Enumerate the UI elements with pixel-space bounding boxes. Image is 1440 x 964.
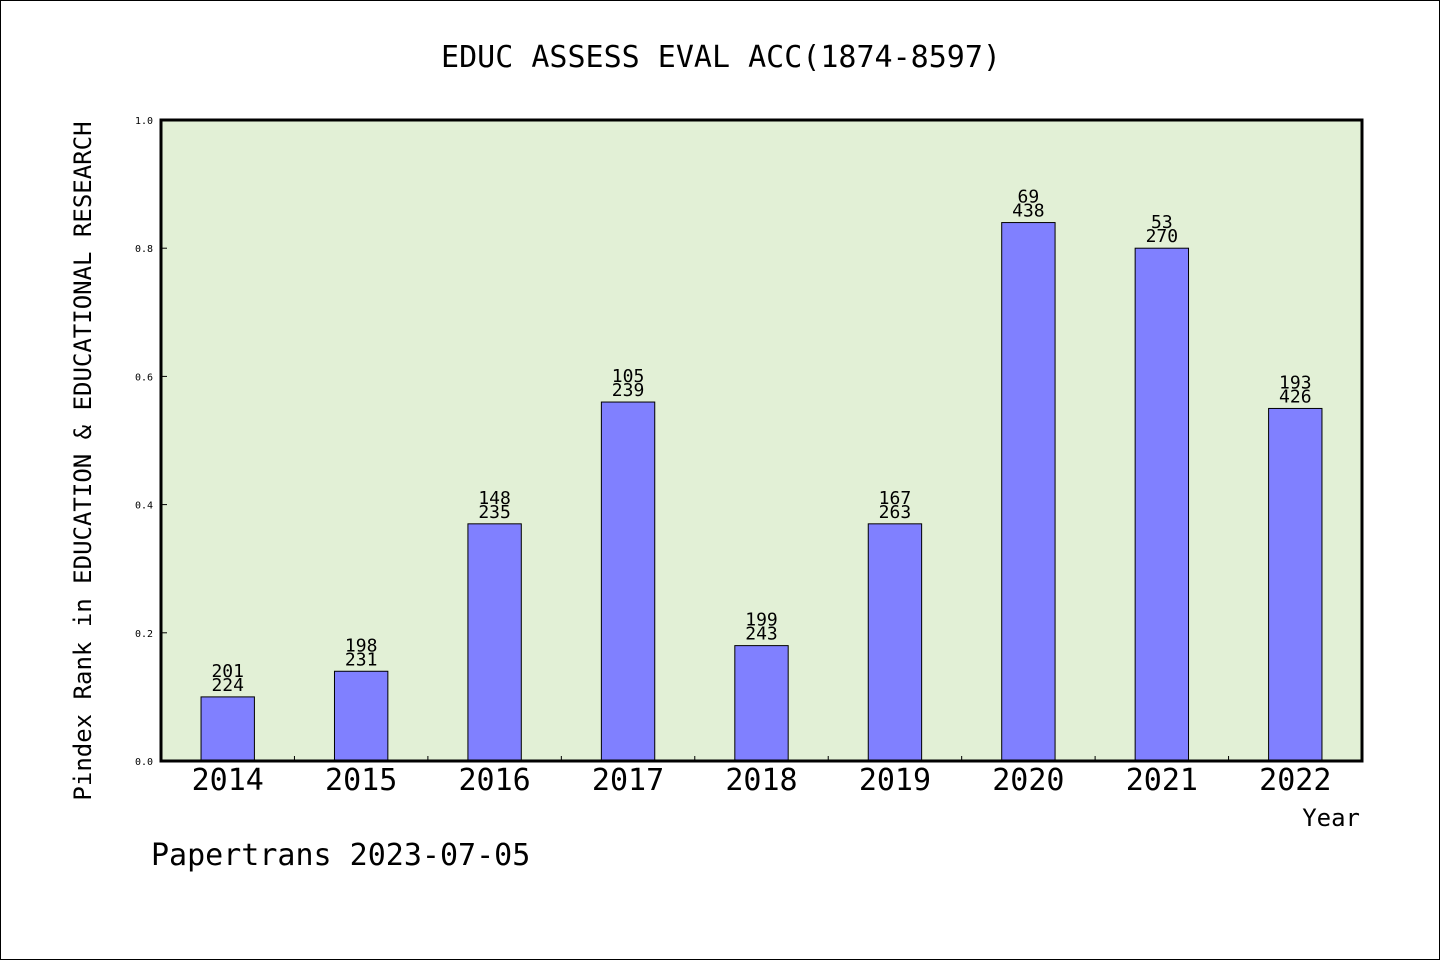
y-tick-label: 0.0 xyxy=(135,757,153,768)
x-axis-label: Year xyxy=(1302,804,1360,832)
x-tick-label: 2022 xyxy=(1259,763,1331,798)
bar-total-label: 438 xyxy=(1012,201,1045,222)
bar-total-label: 239 xyxy=(612,380,645,401)
x-tick-label: 2021 xyxy=(1126,763,1198,798)
chart-title: EDUC ASSESS EVAL ACC(1874-8597) xyxy=(441,40,1001,75)
y-axis-label: Pindex Rank in EDUCATION & EDUCATIONAL R… xyxy=(69,121,97,800)
footer-credit: Papertrans 2023-07-05 xyxy=(151,838,530,873)
bar-total-label: 235 xyxy=(478,502,511,523)
x-tick-label: 2016 xyxy=(458,763,530,798)
bar-rank-label: 167 xyxy=(879,488,912,509)
bar-2021 xyxy=(1134,247,1190,762)
x-tick-label: 2019 xyxy=(859,763,931,798)
y-tick-label: 0.2 xyxy=(135,629,153,640)
bar-total-label: 426 xyxy=(1279,386,1312,407)
bar-total-label: 243 xyxy=(745,624,778,645)
bar-2020 xyxy=(1001,222,1056,762)
bar-2016 xyxy=(467,523,522,762)
bar-total-label: 270 xyxy=(1146,226,1179,247)
y-tick-label: 0.4 xyxy=(135,501,153,512)
x-tick-label: 2018 xyxy=(725,763,797,798)
bar-rank-label: 201 xyxy=(211,661,244,682)
bar-rank-label: 198 xyxy=(345,635,378,656)
bar-total-label: 224 xyxy=(211,675,244,696)
y-tick-label: 1.0 xyxy=(135,116,153,127)
x-tick-label: 2017 xyxy=(592,763,664,798)
x-tick-label: 2014 xyxy=(192,763,264,798)
bar-2018 xyxy=(734,645,789,762)
bar-2022 xyxy=(1268,407,1323,762)
y-tick-label: 0.8 xyxy=(135,244,153,255)
plot-border xyxy=(159,118,1364,763)
bar-rank-label: 199 xyxy=(745,610,778,631)
bar-total-label: 263 xyxy=(879,502,912,523)
bar-rank-label: 193 xyxy=(1279,372,1312,393)
bar-rank-label: 53 xyxy=(1151,212,1173,233)
x-tick-label: 2015 xyxy=(325,763,397,798)
y-axis: 0.0 0.2 0.4 0.6 0.8 1.0 xyxy=(135,116,167,768)
bar-2014 xyxy=(200,696,255,762)
bar-rank-label: 69 xyxy=(1018,187,1040,208)
bar-rank-label: 105 xyxy=(612,366,645,387)
bar-total-label: 231 xyxy=(345,649,378,670)
y-tick-label: 0.6 xyxy=(135,372,153,383)
bar-rank-label: 148 xyxy=(478,488,511,509)
bar-2015 xyxy=(333,670,389,762)
x-tick-label: 2020 xyxy=(992,763,1064,798)
x-axis: 2014 2015 2016 2017 2018 2019 2020 2021 2022 xyxy=(160,756,1363,798)
bar-2019 xyxy=(867,523,923,762)
bar-2017 xyxy=(600,401,656,762)
